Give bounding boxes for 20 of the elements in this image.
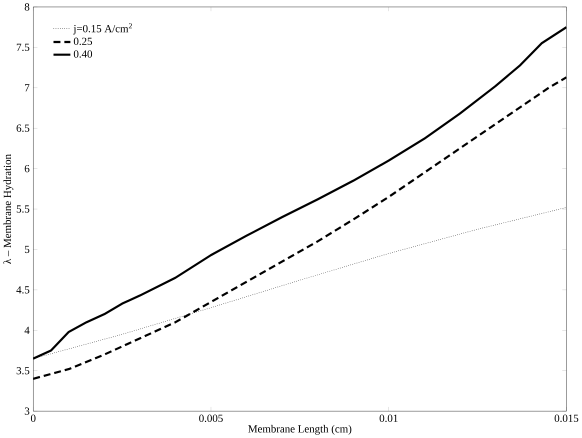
y-tick-label: 7.5 bbox=[16, 44, 30, 52]
y-tick-label: 5.5 bbox=[16, 205, 30, 213]
y-tick-label: 4 bbox=[24, 326, 30, 334]
legend-label: 0.25 bbox=[74, 38, 92, 46]
y-axis-title: λ – Membrane Hydration bbox=[3, 154, 14, 264]
x-tick-label: 0.005 bbox=[199, 414, 223, 422]
x-tick-label: 0 bbox=[30, 414, 36, 422]
legend-label: 0.40 bbox=[74, 50, 92, 58]
x-axis-title: Membrane Length (cm) bbox=[248, 424, 352, 435]
y-tick-label: 7 bbox=[25, 84, 30, 92]
y-tick-label: 6.5 bbox=[16, 124, 30, 132]
legend-label: j=0.15 A/cm$^{2}$ bbox=[73, 23, 132, 35]
y-tick-label: 8 bbox=[24, 3, 30, 11]
y-tick-label: 5 bbox=[24, 246, 30, 254]
x-tick-label: 0.015 bbox=[554, 414, 578, 422]
x-tick-label: 0.01 bbox=[380, 414, 398, 422]
y-tick-label: 6 bbox=[24, 164, 30, 172]
y-tick-label: 3.5 bbox=[16, 367, 30, 374]
y-tick-label: 3 bbox=[24, 407, 30, 415]
y-tick-label: 4.5 bbox=[16, 286, 30, 294]
